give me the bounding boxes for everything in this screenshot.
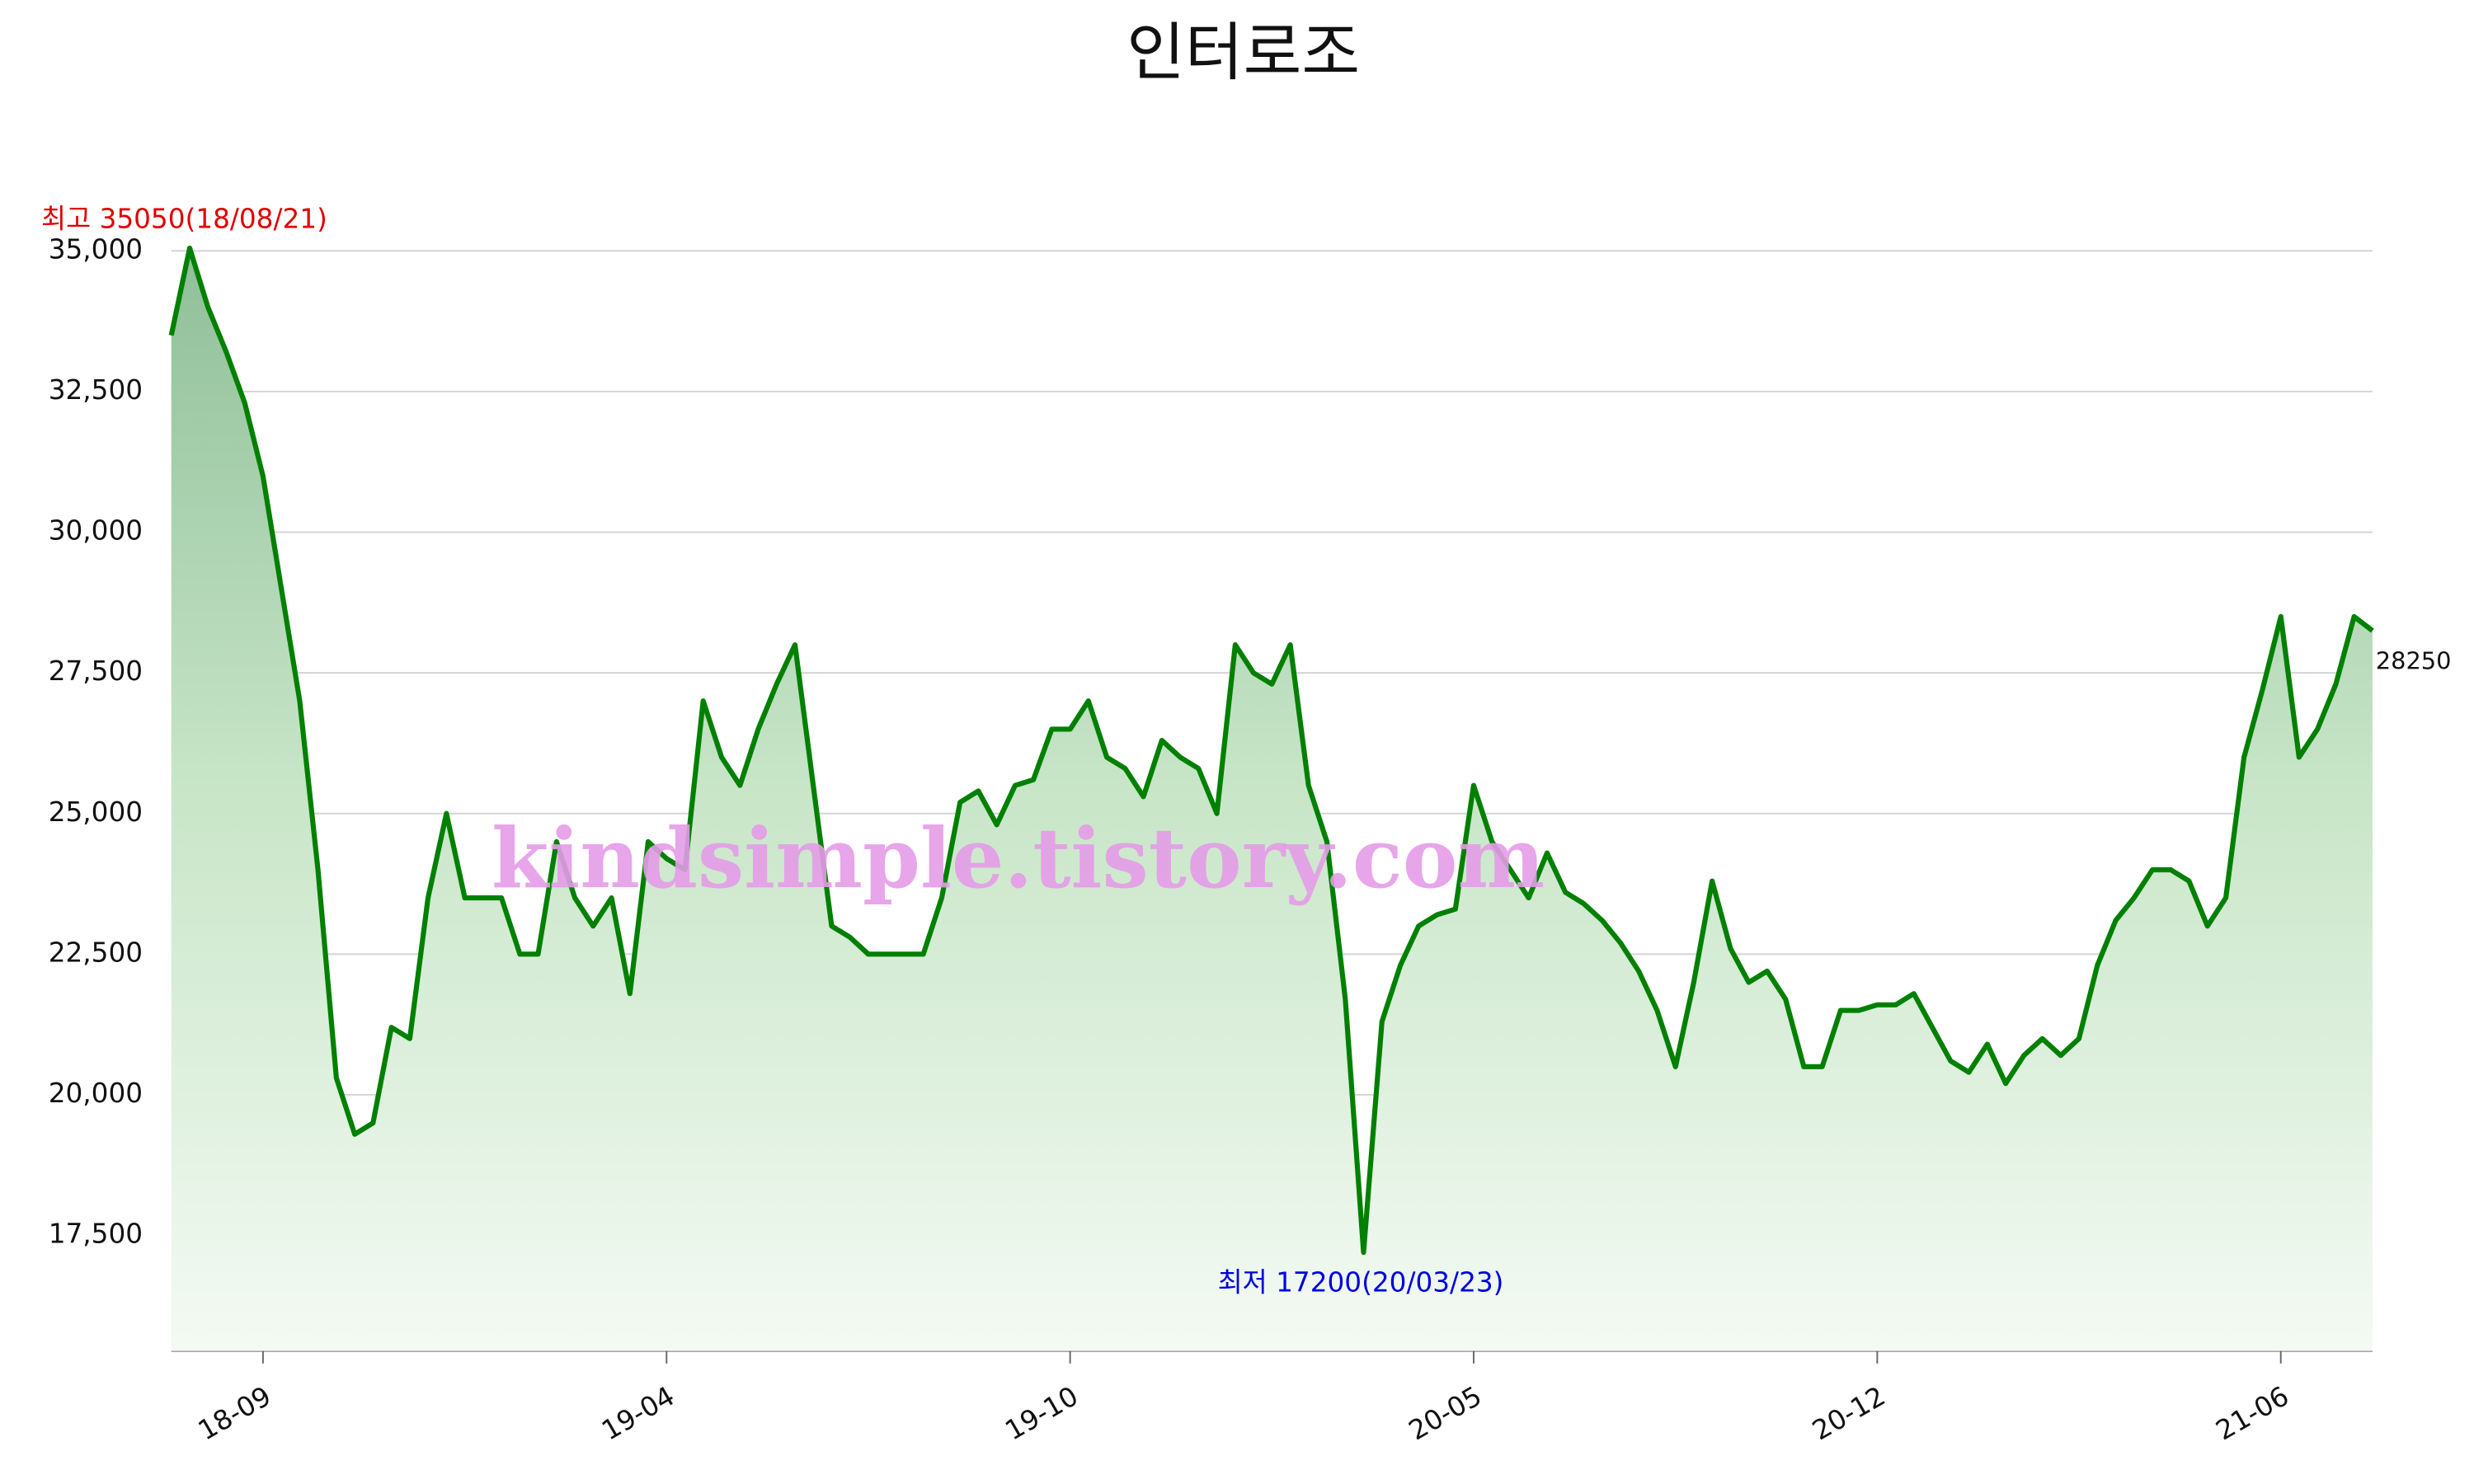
x-tick-label: 20-12 <box>1807 1380 1890 1446</box>
y-tick-label: 27,500 <box>49 655 143 687</box>
x-tick-label: 21-06 <box>2211 1380 2294 1446</box>
x-tick-label: 19-10 <box>1000 1380 1084 1446</box>
y-tick-label: 20,000 <box>49 1078 143 1109</box>
y-tick-label: 32,500 <box>49 374 143 406</box>
y-tick-label: 25,000 <box>49 796 143 828</box>
y-tick-label: 30,000 <box>49 515 143 547</box>
high-annotation: 최고 35050(18/08/21) <box>41 203 327 234</box>
y-tick-label: 17,500 <box>49 1219 143 1250</box>
area <box>171 247 2373 1351</box>
line <box>168 245 2374 1256</box>
low-annotation: 최저 17200(20/03/23) <box>1218 1267 1504 1298</box>
chart-title: 인터로조 <box>1126 16 1360 90</box>
x-tick-label: 18-09 <box>193 1380 276 1446</box>
watermark: kindsimple.tistory.com <box>492 810 1545 907</box>
x-tick-label: 20-05 <box>1404 1380 1487 1446</box>
x-tick-label: 19-04 <box>596 1380 680 1446</box>
y-tick-label: 35,000 <box>49 233 143 265</box>
y-tick-label: 22,500 <box>49 937 143 968</box>
last-value-label: 28250 <box>2376 646 2452 674</box>
